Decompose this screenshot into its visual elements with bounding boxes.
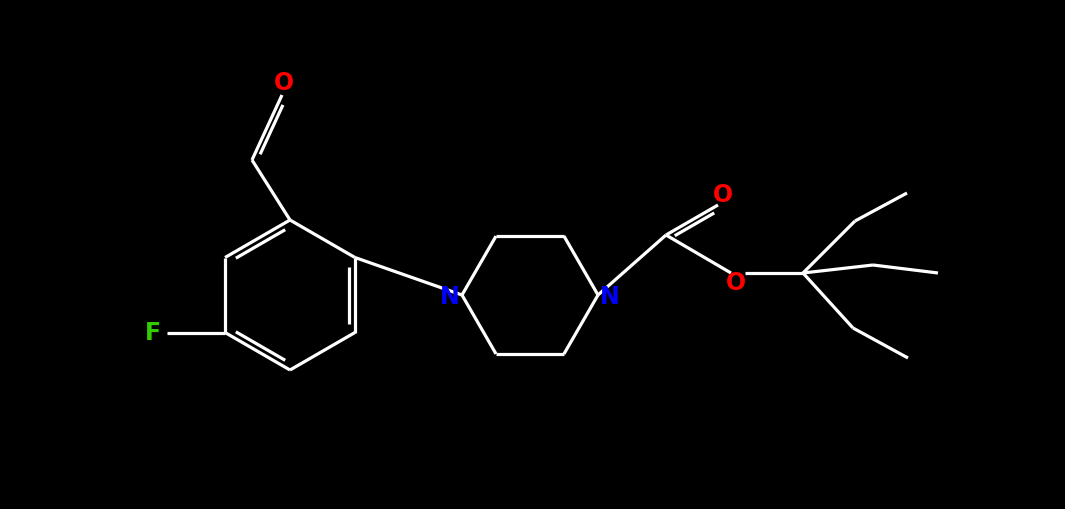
Text: N: N — [600, 285, 620, 309]
Text: O: O — [712, 183, 733, 207]
Text: O: O — [274, 71, 294, 95]
Text: N: N — [440, 285, 460, 309]
Text: F: F — [145, 321, 161, 345]
Text: O: O — [726, 271, 747, 295]
